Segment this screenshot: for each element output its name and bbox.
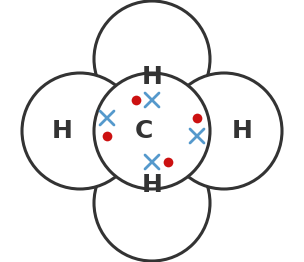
Circle shape bbox=[94, 1, 210, 117]
Text: H: H bbox=[232, 119, 252, 143]
Circle shape bbox=[22, 73, 138, 189]
Text: H: H bbox=[142, 173, 162, 197]
Text: C: C bbox=[135, 119, 153, 143]
Circle shape bbox=[94, 145, 210, 261]
Text: H: H bbox=[52, 119, 72, 143]
Text: H: H bbox=[142, 65, 162, 89]
Circle shape bbox=[94, 73, 210, 189]
Circle shape bbox=[166, 73, 282, 189]
